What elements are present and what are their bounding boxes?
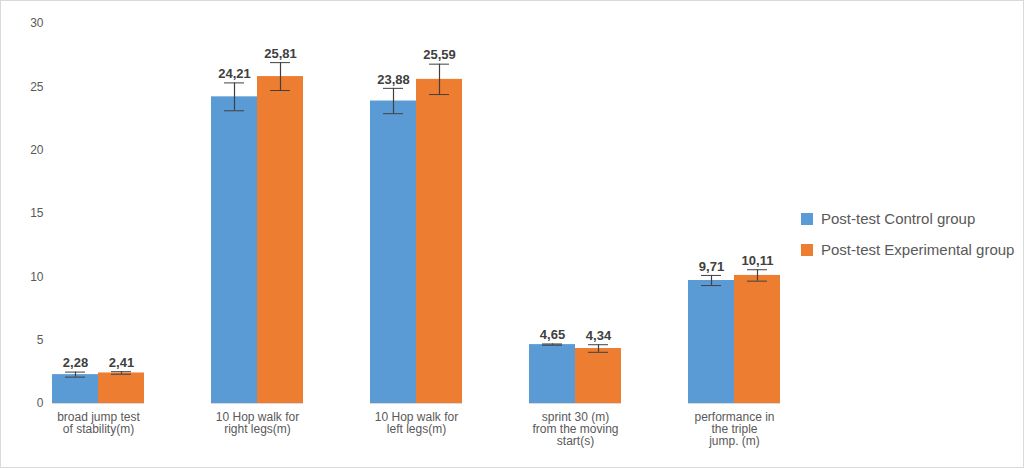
svg-text:4,34: 4,34 xyxy=(586,328,612,343)
html-text:Post-test Experimental group: Post-test Experimental group xyxy=(821,241,1015,258)
svg-text:sprint 30 (m)from the movingst: sprint 30 (m)from the movingstart(s) xyxy=(532,410,618,448)
svg-text:24,21: 24,21 xyxy=(218,66,251,81)
svg-text:performance inthe triplejump.: performance inthe triplejump. (m) xyxy=(694,410,774,448)
html-text:Post-test Control group: Post-test Control group xyxy=(821,210,976,227)
svg-text:10: 10 xyxy=(30,270,44,284)
svg-text:25: 25 xyxy=(30,80,44,94)
svg-text:23,88: 23,88 xyxy=(377,72,410,87)
svg-text:10 Hop walk forright legs(m): 10 Hop walk forright legs(m) xyxy=(216,410,299,436)
svg-text:5: 5 xyxy=(37,333,44,347)
svg-text:10,11: 10,11 xyxy=(742,253,774,268)
svg-text:25,59: 25,59 xyxy=(423,47,456,62)
svg-text:10 Hop walk forleft legs(m): 10 Hop walk forleft legs(m) xyxy=(375,410,458,436)
svg-text:0: 0 xyxy=(37,396,44,410)
svg-text:9,71: 9,71 xyxy=(699,259,724,274)
svg-text:broad jump testof stability(m): broad jump testof stability(m) xyxy=(57,410,140,436)
svg-text:2,41: 2,41 xyxy=(109,355,134,370)
svg-text:20: 20 xyxy=(30,143,44,157)
svg-text:2,28: 2,28 xyxy=(63,355,88,370)
svg-text:25,81: 25,81 xyxy=(264,46,297,61)
svg-text:15: 15 xyxy=(30,206,44,220)
svg-text:4,65: 4,65 xyxy=(540,327,565,342)
svg-text:30: 30 xyxy=(30,16,44,30)
